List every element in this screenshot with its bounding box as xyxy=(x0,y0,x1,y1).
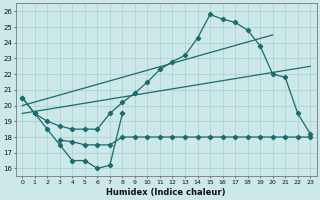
X-axis label: Humidex (Indice chaleur): Humidex (Indice chaleur) xyxy=(107,188,226,197)
